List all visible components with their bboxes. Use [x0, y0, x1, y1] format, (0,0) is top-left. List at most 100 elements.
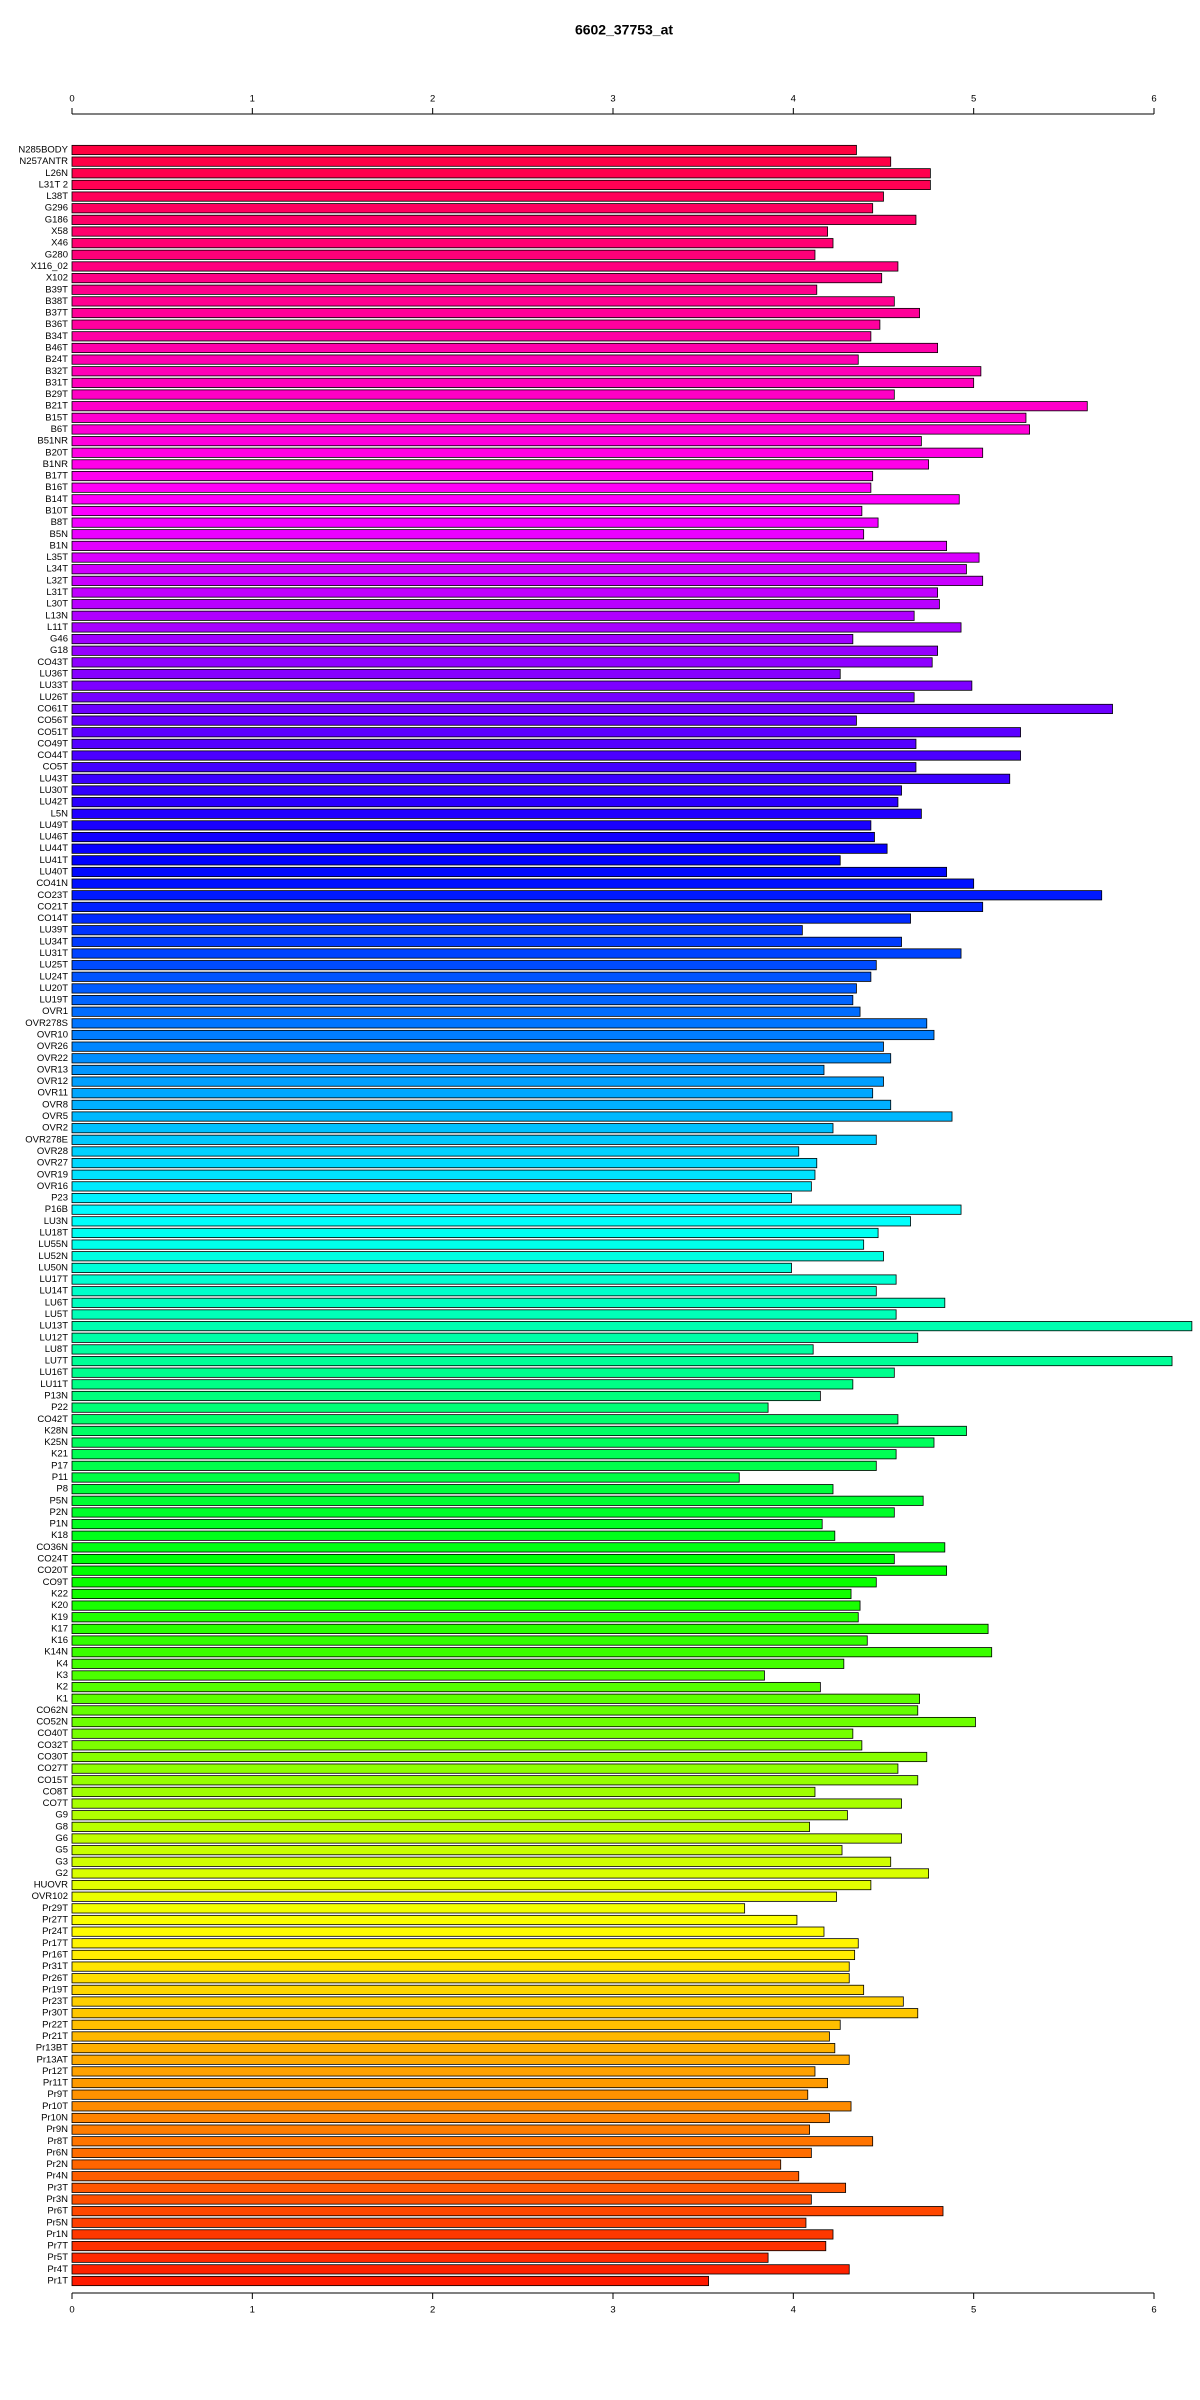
bar [71, 1577, 877, 1588]
bar [71, 1973, 850, 1984]
y-tick-label: LU13T [39, 1321, 68, 1332]
y-tick-label: Pr9T [47, 2089, 68, 2100]
y-tick-label: CO21T [37, 901, 68, 912]
bar [71, 1996, 904, 2007]
y-tick-label: OVR102 [32, 1891, 68, 1902]
y-tick-label: P22 [51, 1402, 68, 1413]
bar [71, 529, 865, 540]
bar [71, 1088, 874, 1099]
bar [71, 342, 938, 354]
y-tick-label: LU42T [39, 797, 68, 808]
bar [71, 971, 872, 982]
y-tick-label: G2 [55, 1868, 68, 1879]
bar [71, 1588, 852, 1600]
y-tick-label: Pr1N [46, 2229, 68, 2240]
y-tick-label: Pr3T [47, 2182, 68, 2193]
bar [71, 2171, 800, 2182]
y-tick-label: B38T [45, 296, 68, 307]
bar [71, 948, 962, 959]
y-tick-label: K14N [44, 1647, 68, 1658]
bar [71, 901, 984, 912]
bar [71, 1682, 821, 1693]
y-tick-label: B51NR [37, 436, 68, 447]
x-tick-label: 4 [791, 94, 796, 105]
bar [71, 552, 980, 563]
y-tick-label: Pr21T [42, 2031, 68, 2042]
y-tick-label: B8T [51, 517, 69, 528]
bar [71, 1367, 895, 1378]
y-tick-label: Pr13AT [36, 2054, 68, 2065]
bar [71, 203, 874, 214]
x-tick-label: 5 [971, 2305, 976, 2316]
bar [71, 668, 841, 680]
y-tick-label: LU33T [39, 680, 68, 691]
y-tick-label: CO9T [43, 1577, 69, 1588]
y-tick-label: LU5T [45, 1309, 68, 1320]
bar [71, 2008, 919, 2019]
y-tick-label: LU24T [39, 971, 68, 982]
bar [71, 1297, 946, 1308]
y-tick-label: G3 [55, 1856, 68, 1867]
bar [71, 1763, 899, 1774]
y-tick-label: Pr5T [47, 2252, 68, 2263]
y-tick-label: LU43T [39, 773, 68, 784]
bar [71, 331, 872, 342]
y-tick-label: Pr26T [42, 1973, 68, 1984]
y-tick-label: OVR19 [37, 1169, 68, 1180]
y-tick-label: P13N [44, 1391, 68, 1402]
y-tick-label: LU6T [45, 1297, 68, 1308]
bar [71, 459, 929, 470]
bar [71, 1612, 859, 1623]
bar [71, 1414, 899, 1425]
bar [71, 505, 863, 517]
bar [71, 2241, 827, 2252]
bar [71, 447, 984, 458]
bar [71, 1868, 929, 1879]
bar [71, 936, 902, 947]
y-tick-label: N257ANTR [19, 156, 68, 167]
y-tick-label: G5 [55, 1845, 68, 1856]
y-tick-label: CO20T [37, 1565, 68, 1576]
y-tick-label: L32T [46, 575, 68, 586]
y-tick-label: CO27T [37, 1763, 68, 1774]
bar [71, 1390, 821, 1402]
y-tick-label: HUOVR [34, 1880, 68, 1891]
y-tick-label: L30T [46, 599, 68, 610]
bar [71, 273, 883, 284]
bar [71, 1321, 1193, 1332]
y-tick-label: P23 [51, 1193, 68, 1204]
bar [71, 1472, 740, 1483]
y-tick-label: OVR27 [37, 1158, 68, 1169]
y-tick-label: G6 [55, 1833, 68, 1844]
y-tick-label: Pr24T [42, 1926, 68, 1937]
y-tick-label: G9 [55, 1810, 68, 1821]
bar [71, 424, 1030, 435]
bar [71, 645, 938, 656]
bar [71, 1658, 845, 1669]
y-tick-label: OVR28 [37, 1146, 68, 1157]
bar [71, 634, 854, 645]
y-tick-label: K25N [44, 1437, 68, 1448]
y-tick-label: L11T [47, 622, 68, 633]
bar [71, 925, 803, 936]
bar [71, 2031, 830, 2042]
y-tick-label: LU19T [39, 995, 68, 1006]
bar [71, 2182, 847, 2193]
y-tick-label: OVR5 [42, 1111, 68, 1122]
y-tick-label: CO56T [37, 715, 68, 726]
y-tick-label: LU30T [39, 785, 68, 796]
y-tick-label: Pr6T [47, 2206, 68, 2217]
bar [71, 1833, 902, 1844]
y-tick-label: Pr3N [46, 2194, 68, 2205]
y-tick-label: B36T [45, 319, 68, 330]
y-tick-label: L34T [46, 564, 68, 575]
bar [71, 1216, 911, 1227]
bar [71, 354, 859, 365]
y-tick-label: K21 [51, 1449, 68, 1460]
y-tick-label: CO62N [36, 1705, 68, 1716]
y-tick-label: CO36N [36, 1542, 68, 1553]
bar [71, 1425, 967, 1436]
bar [71, 1984, 865, 1995]
y-tick-label: L31T [46, 587, 68, 598]
bar [71, 797, 899, 808]
